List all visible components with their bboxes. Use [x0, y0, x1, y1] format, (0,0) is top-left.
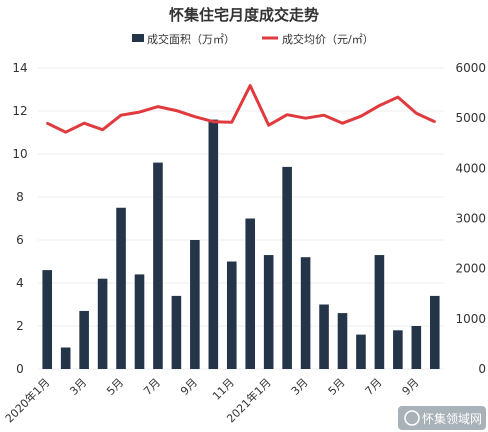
watermark-text: 怀集领域网 [422, 411, 482, 426]
price-point-11 [249, 84, 252, 87]
x-tick-6: 7月 [141, 376, 163, 398]
x-tick-14: 3月 [289, 376, 311, 398]
right-axis-ticks: 0 1000 2000 3000 4000 5000 6000 [455, 61, 486, 376]
y-left-tick-3: 6 [16, 233, 24, 247]
price-point-19 [396, 95, 400, 99]
legend-bar-label: 成交面积（万㎡） [147, 32, 235, 46]
bar-1 [60, 347, 71, 369]
line-series [46, 84, 436, 134]
legend-line-label: 成交均价（元/㎡） [282, 32, 374, 46]
bar-15 [319, 304, 329, 369]
price-point-0 [46, 121, 49, 125]
x-tick-10: 11月 [210, 376, 237, 403]
price-line [46, 84, 436, 134]
price-point-15 [322, 113, 326, 117]
x-tick-20: 9月 [400, 376, 422, 398]
watermark-logo-icon [404, 410, 420, 426]
x-tick-0: 2020年1月 [2, 375, 52, 425]
chart-title: 怀集住宅月度成交走势 [169, 6, 319, 24]
price-point-16 [341, 121, 344, 125]
y-right-tick-2: 2000 [455, 262, 486, 276]
price-point-4 [119, 113, 123, 117]
bar-16 [337, 313, 348, 369]
bar-5 [134, 274, 145, 369]
bar-19 [393, 330, 403, 369]
price-point-6 [156, 105, 160, 108]
bar-11 [245, 218, 256, 369]
price-point-10 [230, 120, 233, 124]
legend: 成交面积（万㎡） 成交均价（元/㎡） [132, 32, 374, 46]
bar-2 [79, 310, 89, 369]
bar-18 [374, 255, 385, 369]
watermark-bg [398, 406, 486, 430]
y-right-tick-6: 6000 [455, 61, 486, 75]
price-point-9 [212, 120, 215, 123]
y-right-tick-4: 4000 [455, 161, 486, 175]
y-left-tick-1: 2 [16, 319, 24, 333]
y-left-tick-2: 4 [16, 276, 24, 290]
x-tick-4: 5月 [104, 376, 126, 398]
price-point-21 [433, 120, 436, 123]
bar-10 [226, 261, 237, 369]
price-point-20 [415, 111, 418, 115]
bar-6 [153, 162, 163, 369]
y-right-tick-5: 5000 [455, 111, 486, 125]
bar-17 [356, 334, 366, 369]
bar-13 [282, 166, 292, 369]
price-point-14 [304, 116, 307, 120]
bar-8 [190, 240, 200, 369]
x-tick-16: 5月 [326, 376, 348, 398]
bar-9 [208, 119, 219, 369]
y-left-tick-7: 14 [12, 61, 27, 75]
y-left-tick-5: 10 [12, 147, 27, 161]
bar-21 [429, 295, 440, 369]
price-point-18 [378, 104, 381, 107]
price-point-7 [175, 109, 178, 112]
bar-20 [411, 326, 422, 369]
price-point-3 [101, 128, 104, 131]
y-left-tick-0: 0 [16, 362, 24, 376]
y-left-tick-6: 12 [12, 104, 27, 118]
y-right-tick-3: 3000 [455, 212, 486, 226]
price-point-17 [359, 114, 363, 118]
price-point-2 [82, 121, 86, 125]
left-axis-ticks: 0 2 4 6 8 10 12 14 [12, 61, 27, 376]
price-point-13 [285, 113, 289, 116]
y-left-tick-4: 8 [16, 190, 24, 204]
watermark: 怀集领域网 [398, 406, 486, 430]
bar-7 [171, 295, 182, 369]
price-point-12 [267, 123, 270, 127]
bar-series [42, 119, 440, 369]
price-point-5 [138, 110, 141, 114]
y-right-tick-0: 0 [478, 362, 486, 376]
bar-4 [116, 207, 126, 369]
bar-3 [97, 278, 108, 369]
legend-bar-swatch [132, 34, 144, 42]
bar-12 [263, 255, 274, 369]
price-point-8 [193, 115, 197, 118]
price-point-1 [64, 131, 67, 134]
x-tick-8: 9月 [178, 376, 200, 398]
bar-0 [42, 270, 53, 369]
x-tick-18: 7月 [363, 376, 385, 398]
bar-14 [300, 257, 311, 369]
x-tick-2: 3月 [67, 376, 89, 398]
y-right-tick-1: 1000 [455, 312, 486, 326]
